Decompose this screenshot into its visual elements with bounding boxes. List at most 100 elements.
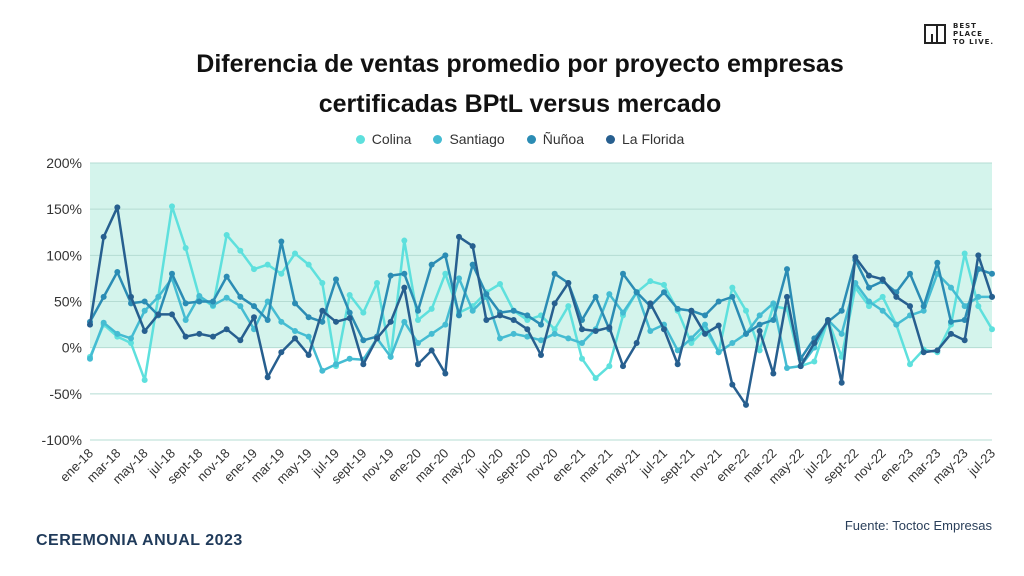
data-point-colina	[989, 326, 995, 333]
data-point-colina	[237, 247, 244, 254]
data-point-la-florida	[715, 322, 722, 329]
data-point-santiago	[961, 303, 968, 310]
data-point-colina	[251, 266, 257, 273]
legend-label-colina: Colina	[371, 131, 412, 147]
data-point-santiago	[688, 335, 695, 342]
data-point-colina	[729, 284, 736, 291]
data-point-colina	[401, 237, 408, 244]
data-point-la-florida	[524, 326, 531, 333]
data-point-colina	[360, 309, 367, 316]
data-point-santiago	[442, 321, 449, 328]
data-point-colina	[346, 292, 353, 299]
legend-label-la-florida: La Florida	[621, 131, 685, 147]
data-point-nunoa	[196, 298, 203, 305]
data-point-santiago	[756, 312, 763, 319]
legend-item-nunoa: Ñuñoa	[526, 131, 584, 147]
x-axis-tick-labels: ene-18mar-18may-18jul-18sept-18nov-18ene…	[57, 446, 998, 487]
data-point-colina	[551, 326, 558, 333]
data-point-colina	[579, 355, 585, 362]
data-point-la-florida	[852, 254, 859, 261]
logo-text-line-2: PLACE	[953, 30, 983, 38]
data-point-nunoa	[702, 312, 708, 319]
data-point-santiago	[346, 355, 353, 362]
data-point-la-florida	[251, 314, 257, 321]
data-point-santiago	[223, 294, 230, 301]
data-point-la-florida	[292, 335, 298, 342]
data-point-colina	[975, 303, 982, 310]
data-point-nunoa	[305, 314, 312, 321]
data-point-colina	[647, 278, 654, 285]
data-point-colina	[305, 261, 312, 268]
chart-title-line-2: certificadas BPtL versus mercado	[318, 90, 722, 118]
data-point-la-florida	[743, 401, 749, 408]
x-tick-label: jul-23	[964, 446, 998, 480]
data-point-nunoa	[346, 309, 353, 316]
data-point-santiago	[182, 316, 189, 323]
data-point-la-florida	[565, 280, 572, 287]
data-point-la-florida	[278, 349, 285, 356]
data-point-nunoa	[387, 272, 394, 279]
data-point-la-florida	[551, 300, 558, 307]
data-point-la-florida	[647, 300, 654, 307]
data-point-la-florida	[196, 330, 203, 337]
data-point-colina	[565, 303, 572, 310]
data-point-santiago	[264, 298, 271, 305]
data-point-santiago	[606, 291, 613, 298]
data-point-nunoa	[469, 261, 476, 268]
data-point-santiago	[319, 367, 326, 374]
data-point-la-florida	[141, 328, 148, 335]
data-point-la-florida	[100, 233, 107, 240]
data-point-la-florida	[538, 352, 544, 359]
data-point-la-florida	[579, 326, 585, 333]
data-point-colina	[319, 280, 326, 287]
data-point-la-florida	[702, 330, 708, 337]
data-point-santiago	[114, 330, 121, 337]
data-point-colina	[743, 307, 749, 314]
data-point-santiago	[292, 328, 298, 335]
data-point-nunoa	[223, 273, 230, 280]
data-point-nunoa	[319, 318, 326, 325]
data-point-santiago	[401, 318, 408, 325]
data-point-colina	[223, 232, 230, 239]
logo-text-line-3: TO LIVE.	[953, 38, 995, 46]
legend-marker-santiago	[433, 134, 443, 144]
data-point-santiago	[333, 361, 339, 368]
data-point-santiago	[237, 303, 244, 310]
data-point-santiago	[428, 330, 435, 337]
data-point-santiago	[497, 335, 503, 342]
data-point-santiago	[278, 318, 285, 325]
data-point-la-florida	[155, 311, 162, 318]
data-point-la-florida	[989, 293, 995, 300]
data-point-la-florida	[674, 361, 681, 368]
data-point-nunoa	[620, 270, 626, 277]
data-point-nunoa	[456, 312, 462, 319]
data-point-nunoa	[169, 270, 175, 277]
data-point-nunoa	[210, 298, 216, 305]
data-point-la-florida	[319, 307, 326, 314]
data-point-santiago	[770, 300, 777, 307]
data-point-la-florida	[879, 276, 886, 283]
data-point-nunoa	[674, 305, 681, 312]
data-point-nunoa	[114, 268, 121, 275]
data-point-santiago	[866, 298, 872, 305]
legend-item-santiago: Santiago	[433, 131, 505, 147]
data-point-la-florida	[920, 349, 927, 356]
chart-title-line-1: Diferencia de ventas promedio por proyec…	[196, 50, 844, 78]
logo-text: BEST PLACE TO LIVE.	[953, 22, 994, 46]
chart-title: Diferencia de ventas promedio por proyec…	[0, 44, 1024, 124]
data-point-nunoa	[251, 303, 257, 310]
data-point-la-florida	[223, 326, 230, 333]
data-point-nunoa	[907, 270, 913, 277]
data-point-la-florida	[811, 340, 818, 347]
data-point-la-florida	[606, 324, 613, 331]
legend-marker-la-florida	[605, 134, 615, 144]
data-point-colina	[811, 358, 818, 365]
legend-label-santiago: Santiago	[449, 131, 505, 147]
data-point-la-florida	[770, 370, 777, 377]
legend-marker-colina	[355, 134, 365, 144]
data-point-la-florida	[442, 370, 449, 377]
data-point-nunoa	[278, 238, 285, 245]
data-point-la-florida	[934, 347, 941, 354]
data-point-la-florida	[510, 316, 517, 323]
data-point-nunoa	[866, 284, 872, 291]
